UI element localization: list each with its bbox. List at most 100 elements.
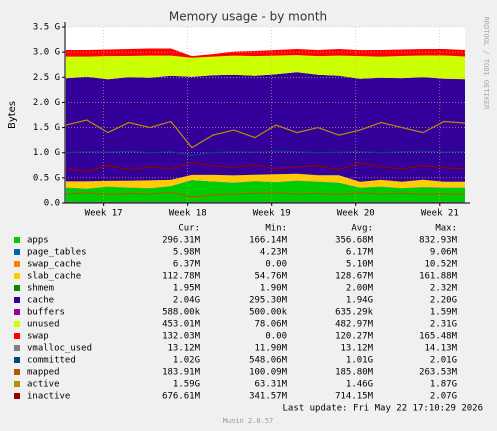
footer: Munin 2.0.57 — [223, 417, 274, 425]
legend-stat: 183.91M — [162, 368, 201, 378]
legend-stat: 120.27M — [335, 332, 374, 342]
legend-stat: 356.68M — [335, 236, 374, 246]
legend-stat: 5.98M — [173, 248, 201, 258]
legend-stat: 676.61M — [162, 392, 201, 402]
legend-swatch — [14, 309, 20, 315]
legend-stat: 1.01G — [346, 356, 373, 366]
legend-stat: 832.93M — [419, 236, 458, 246]
legend-stat: 2.01G — [430, 356, 457, 366]
legend-label: inactive — [27, 392, 70, 402]
legend-stat: 161.88M — [419, 272, 458, 282]
legend-swatch — [14, 333, 20, 339]
x-tick-label: Week 21 — [421, 209, 459, 219]
legend-stat: 54.76M — [254, 272, 287, 282]
area — [65, 180, 466, 189]
legend-stat: 2.07G — [430, 392, 457, 402]
legend-swatch — [14, 261, 20, 267]
legend-swatch — [14, 285, 20, 291]
area — [65, 179, 466, 189]
y-tick-label: 2.5 G — [33, 73, 60, 83]
legend-stat: 482.97M — [335, 320, 374, 330]
legend-stat: 635.29k — [335, 308, 374, 318]
legend-swatch — [14, 297, 20, 303]
legend-stat: 14.13M — [424, 344, 457, 354]
legend-stat: 588.00k — [162, 308, 201, 318]
legend-label: buffers — [27, 308, 65, 318]
legend-stat: 78.06M — [254, 320, 287, 330]
legend-stat: 1.87G — [430, 380, 457, 390]
x-tick-label: Week 18 — [169, 209, 207, 219]
legend-label: apps — [27, 236, 49, 246]
legend-header: Min: — [265, 224, 287, 234]
line — [65, 162, 466, 173]
legend-swatch — [14, 249, 20, 255]
legend-label: mapped — [27, 368, 60, 378]
legend-stat: 166.14M — [249, 236, 288, 246]
legend-stat: 1.46G — [346, 380, 373, 390]
legend-stat: 2.31G — [430, 320, 457, 330]
legend-stat: 1.94G — [346, 296, 373, 306]
legend-swatch — [14, 381, 20, 387]
line — [65, 191, 465, 198]
legend-stat: 453.01M — [162, 320, 201, 330]
legend-stat: 63.31M — [254, 380, 287, 390]
legend-stat: 0.00 — [265, 260, 287, 270]
legend-stat: 4.23M — [260, 248, 288, 258]
legend-stat: 295.30M — [249, 296, 288, 306]
legend-label: active — [27, 380, 60, 390]
y-tick-label: 0.5 G — [33, 173, 60, 183]
legend-label: slab_cache — [27, 272, 81, 282]
legend-label: unused — [27, 320, 60, 330]
legend-header: Avg: — [351, 224, 373, 234]
legend-stat: 128.67M — [335, 272, 374, 282]
legend-label: shmem — [27, 284, 54, 294]
legend-stat: 10.52M — [424, 260, 457, 270]
area — [65, 55, 466, 80]
area — [65, 173, 466, 189]
legend-label: vmalloc_used — [27, 344, 92, 354]
legend-stat: 185.80M — [335, 368, 374, 378]
legend-stat: 714.15M — [335, 392, 374, 402]
legend-stat: 112.78M — [162, 272, 201, 282]
x-tick-label: Week 19 — [253, 209, 291, 219]
legend-swatch — [14, 393, 20, 399]
legend-stat: 341.57M — [249, 392, 288, 402]
legend-stat: 9.06M — [430, 248, 458, 258]
y-tick-label: 3.5 G — [33, 23, 60, 33]
area — [65, 180, 466, 203]
last-update: Last update: Fri May 22 17:10:29 2026 — [283, 404, 483, 414]
legend-stat: 11.90M — [254, 344, 287, 354]
area — [65, 48, 466, 58]
legend-stat: 100.09M — [249, 368, 288, 378]
legend-swatch — [14, 321, 20, 327]
legend-header: Cur: — [178, 224, 200, 234]
legend-stat: 1.90M — [260, 284, 288, 294]
legend-stat: 2.20G — [430, 296, 457, 306]
legend-stat: 132.03M — [162, 332, 201, 342]
line — [65, 150, 466, 156]
legend-stat: 5.10M — [346, 260, 374, 270]
y-tick-label: 0.0 — [44, 199, 60, 209]
legend-swatch — [14, 237, 20, 243]
legend-label: swap_cache — [27, 260, 81, 270]
y-tick-label: 1.5 G — [33, 123, 60, 133]
legend-stat: 13.12M — [340, 344, 373, 354]
legend-swatch — [14, 345, 20, 351]
line — [65, 119, 466, 149]
legend-stat: 13.12M — [167, 344, 200, 354]
legend-label: committed — [27, 356, 76, 366]
legend-label: page_tables — [27, 248, 87, 258]
legend-stat: 2.32M — [430, 284, 458, 294]
legend-stat: 165.48M — [419, 332, 458, 342]
legend-swatch — [14, 273, 20, 279]
legend-swatch — [14, 369, 20, 375]
y-axis-label: Bytes — [7, 101, 18, 129]
legend-stat: 1.02G — [173, 356, 200, 366]
legend-stat: 1.59M — [430, 308, 458, 318]
x-tick-label: Week 17 — [85, 209, 123, 219]
legend-swatch — [14, 357, 20, 363]
area — [65, 72, 466, 182]
y-tick-label: 1.0 G — [33, 148, 60, 158]
legend-stat: 6.17M — [346, 248, 374, 258]
